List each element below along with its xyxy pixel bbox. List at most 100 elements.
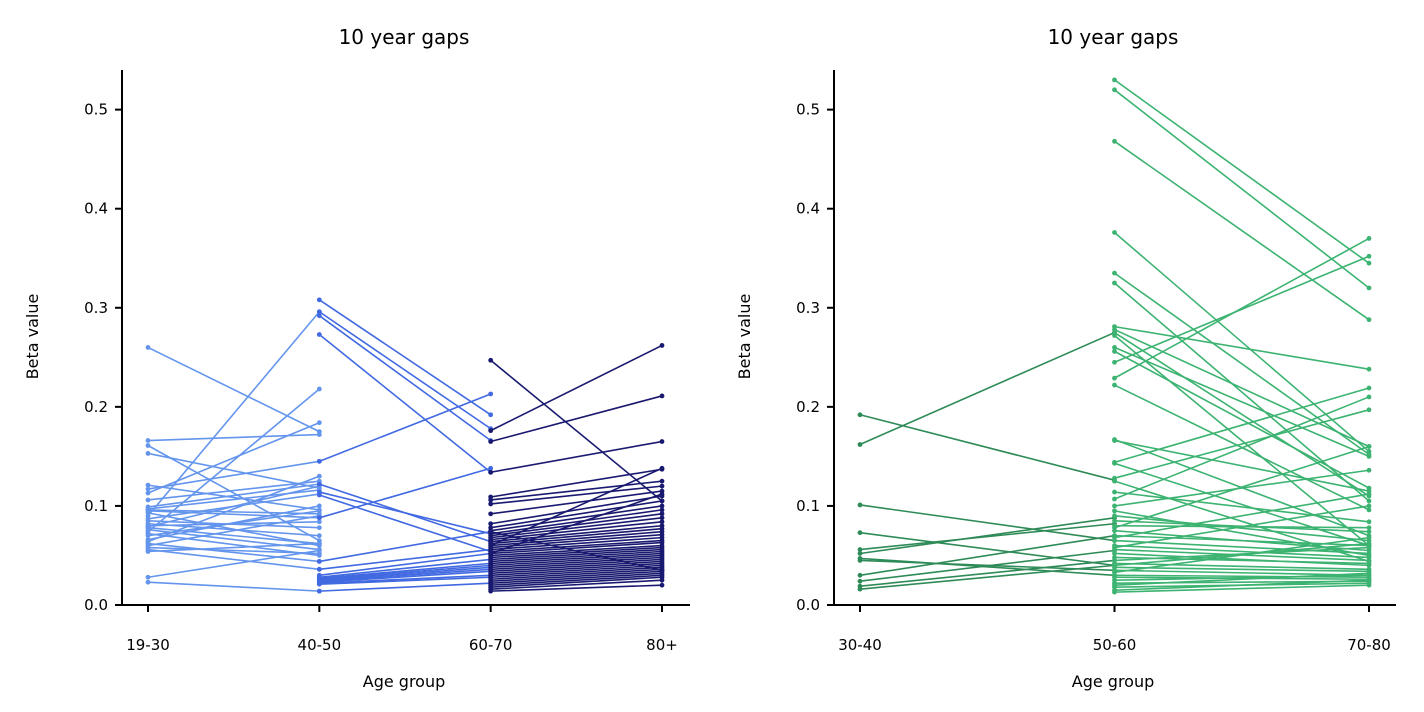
pair-line: [490, 566, 663, 579]
data-point: [1112, 525, 1117, 531]
data-point: [1112, 503, 1117, 509]
pair-line: [319, 548, 491, 571]
pair-line: [1114, 439, 1370, 492]
data-point: [1112, 359, 1117, 365]
pair-line: [859, 534, 1115, 577]
data-point: [1112, 382, 1117, 388]
data-point: [1112, 589, 1117, 595]
pair-line: [1114, 272, 1370, 456]
data-point: [488, 428, 494, 434]
data-point: [1112, 513, 1117, 519]
pair-line: [147, 542, 320, 563]
pair-line: [490, 550, 663, 563]
x-tick-label: 40-50: [298, 636, 342, 654]
pair-line: [1114, 515, 1370, 542]
data-point: [659, 465, 665, 471]
data-point: [1366, 260, 1372, 266]
data-point: [316, 297, 322, 303]
pair-line: [319, 491, 491, 535]
data-point: [145, 482, 151, 488]
data-point: [659, 519, 665, 525]
data-point: [659, 478, 665, 484]
data-point: [857, 551, 863, 556]
pair-line: [859, 517, 1115, 555]
data-point: [316, 473, 322, 479]
series-19-30-to-40-50: [145, 309, 322, 594]
y-axis-label: Beta value: [735, 294, 754, 380]
y-tick-label: 0.2: [796, 398, 820, 416]
data-point: [316, 548, 322, 553]
pair-line: [319, 574, 491, 585]
pair-line: [1114, 505, 1370, 549]
data-point: [316, 458, 322, 464]
data-point: [1366, 519, 1372, 525]
x-tick-label: 60-70: [469, 636, 513, 654]
pair-line: [1114, 346, 1370, 458]
pair-line: [490, 440, 663, 474]
y-tick-label: 0.1: [796, 497, 820, 515]
data-point: [488, 391, 494, 397]
pair-line: [147, 510, 320, 519]
data-point: [488, 439, 494, 444]
pair-line: [1114, 574, 1370, 579]
pair-line: [490, 500, 663, 529]
pair-line: [490, 505, 663, 532]
pair-line: [859, 522, 1115, 551]
pair-line: [859, 564, 1115, 590]
pair-line: [490, 554, 663, 567]
data-point: [1112, 478, 1117, 484]
data-point: [316, 332, 322, 337]
pair-line: [490, 467, 663, 547]
data-point: [1366, 394, 1372, 400]
data-point: [1366, 560, 1372, 566]
pair-line: [1114, 536, 1370, 574]
data-point: [659, 491, 665, 497]
pair-line: [319, 576, 491, 585]
data-point: [857, 502, 863, 508]
pair-line: [490, 572, 663, 585]
data-point: [145, 579, 151, 585]
pair-line: [147, 346, 320, 433]
pair-line: [1113, 334, 1370, 547]
data-point: [659, 577, 665, 583]
pair-line: [490, 541, 663, 555]
data-point: [488, 511, 494, 517]
pair-line: [147, 388, 320, 533]
data-point: [659, 567, 665, 573]
data-point: [659, 483, 665, 489]
pair-line: [1114, 584, 1370, 593]
data-point: [145, 443, 151, 448]
x-tick-label: 50-60: [1093, 636, 1137, 654]
pair-line: [1114, 409, 1370, 479]
data-point: [1366, 541, 1372, 546]
data-point: [488, 588, 494, 594]
pair-line: [490, 490, 663, 515]
y-tick-label: 0.0: [796, 596, 820, 614]
pair-line: [859, 504, 1115, 542]
data-point: [1112, 345, 1117, 350]
pair-line: [147, 485, 320, 528]
data-point: [1366, 582, 1372, 588]
pair-line: [319, 562, 491, 580]
data-point: [1112, 551, 1117, 556]
pair-line: [1114, 539, 1370, 555]
y-tick-label: 0.1: [84, 497, 108, 515]
pair-line: [319, 552, 491, 577]
pair-line: [1114, 79, 1370, 264]
pair-line: [147, 548, 320, 571]
pair-line: [1114, 328, 1370, 448]
pair-line: [319, 494, 491, 553]
data-point: [1366, 285, 1372, 291]
data-point: [316, 588, 322, 594]
data-point: [1366, 491, 1372, 497]
pair-line: [147, 480, 320, 501]
panel-1: 10 year gaps 0.0 0.1 0.2 0.3 0.4 0.5 19-30 40-50…: [23, 25, 690, 691]
pair-line: [490, 359, 663, 502]
data-point: [857, 558, 863, 563]
pair-line: [147, 452, 320, 489]
pair-line: [490, 564, 663, 577]
pair-line: [490, 530, 663, 572]
pair-line: [490, 395, 663, 443]
data-point: [1366, 366, 1372, 372]
pair-line: [1114, 572, 1370, 586]
